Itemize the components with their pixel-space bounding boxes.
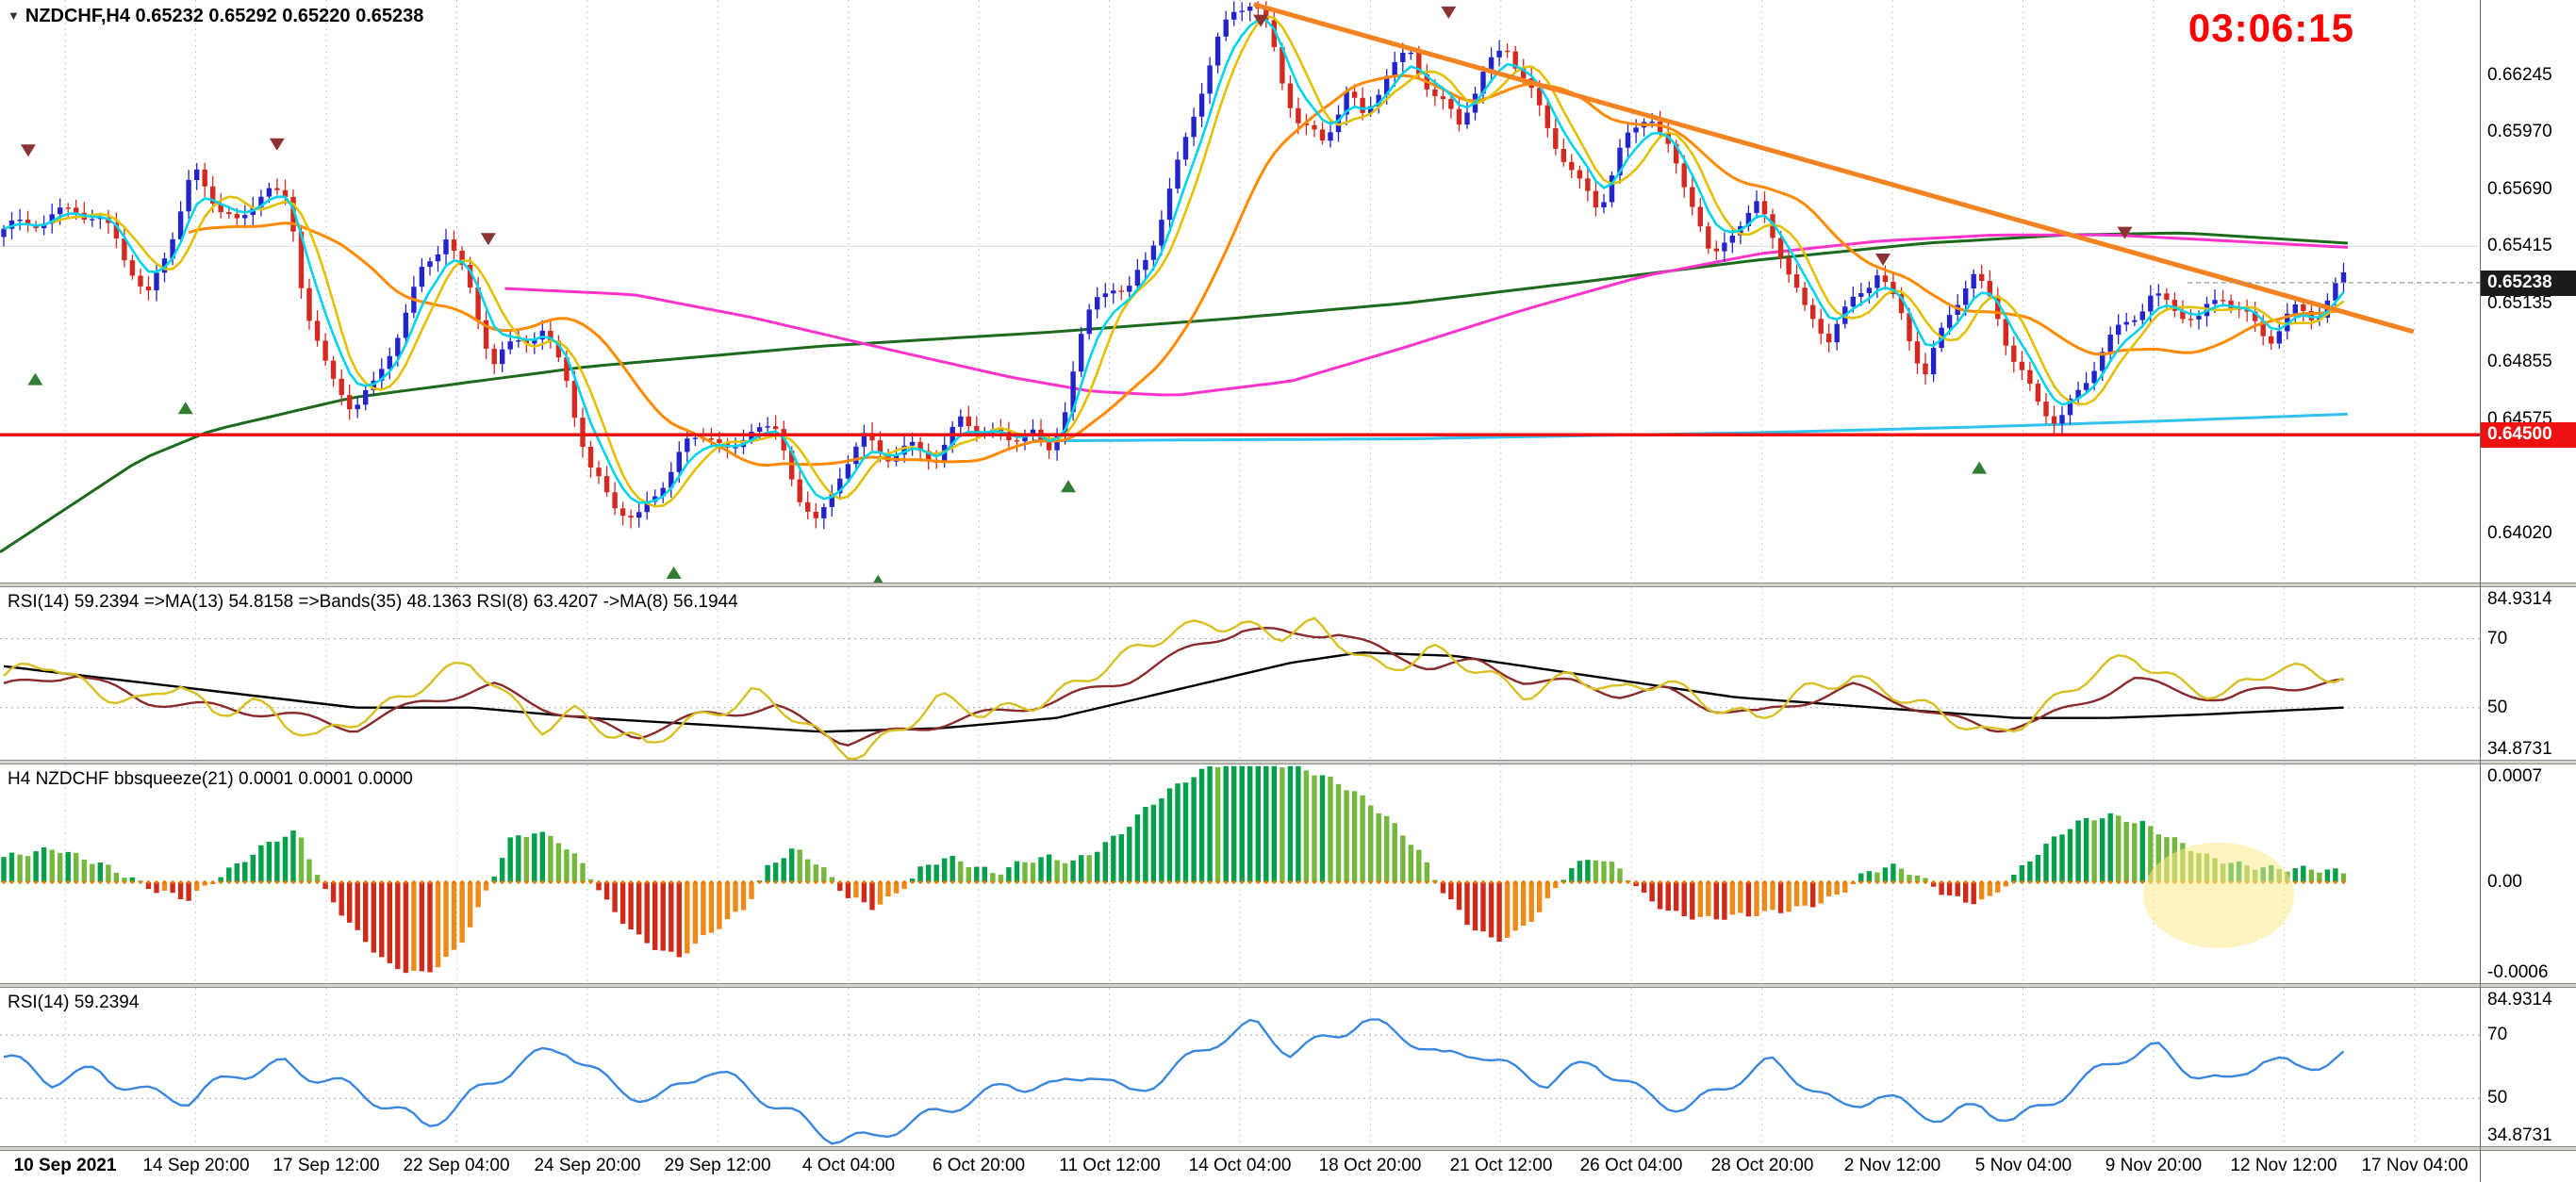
sell-arrow-icon <box>1875 254 1891 266</box>
panel-divider[interactable] <box>0 1146 2576 1151</box>
buy-arrow-icon <box>27 372 43 386</box>
axis-label: 50 <box>2487 1088 2508 1108</box>
time-axis-label: 14 Oct 04:00 <box>1188 1156 1292 1175</box>
bbsqueeze-indicator-label: H4 NZDCHF bbsqueeze(21) 0.0001 0.0001 0.… <box>8 769 413 789</box>
axis-label: 0.0007 <box>2487 766 2543 786</box>
rsi-panel[interactable]: RSI(14) 59.2394 <box>0 988 2576 1146</box>
axis-label: -0.0006 <box>2487 962 2549 982</box>
trade-signal-arrows <box>20 6 2133 583</box>
symbol-ohlc-text: NZDCHF,H4 0.65232 0.65292 0.65220 0.6523… <box>25 6 424 26</box>
axis-label: 0.65690 <box>2487 179 2552 199</box>
sell-arrow-icon <box>20 144 36 157</box>
time-axis-label: 24 Sep 20:00 <box>534 1156 641 1175</box>
sell-arrow-icon <box>480 233 496 246</box>
buy-arrow-icon <box>1972 461 1988 474</box>
rsi-multi-indicator-label: RSI(14) 59.2394 =>MA(13) 54.8158 =>Bands… <box>8 592 738 612</box>
time-axis-label: 22 Sep 04:00 <box>403 1156 510 1175</box>
bbsqueeze-panel[interactable]: H4 NZDCHF bbsqueeze(21) 0.0001 0.0001 0.… <box>0 764 2576 983</box>
axis-label: 84.9314 <box>2487 589 2552 609</box>
time-axis-label: 5 Nov 04:00 <box>1974 1156 2072 1175</box>
axis-label: 0.64855 <box>2487 352 2552 371</box>
time-axis-label: 26 Oct 04:00 <box>1579 1156 1683 1175</box>
time-axis-label: 12 Nov 12:00 <box>2230 1156 2337 1175</box>
rsi8-line <box>3 616 2345 760</box>
highlight-ellipse <box>2143 842 2294 948</box>
rsi-indicator-label: RSI(14) 59.2394 <box>8 993 140 1012</box>
axis-label: 0.64020 <box>2487 523 2552 543</box>
symbol-dropdown-icon[interactable]: ▼ <box>8 8 20 23</box>
hline-price-tag: 0.64500 <box>2481 422 2576 448</box>
axis-label: 0.65415 <box>2487 236 2552 255</box>
trendline-object[interactable] <box>1253 2 2415 335</box>
price-axis[interactable]: 0.66245 0.65970 0.65690 0.65415 0.65135 0.648… <box>2480 0 2576 1182</box>
current-price-tag: 0.65238 <box>2481 271 2576 296</box>
rsi-multi-chart[interactable] <box>0 587 2576 760</box>
moving-average-line <box>188 74 2344 468</box>
buy-arrow-icon <box>177 402 193 415</box>
sell-arrow-icon <box>1253 14 1269 27</box>
axis-label: 34.8731 <box>2487 739 2552 759</box>
rsi-multi-panel[interactable]: RSI(14) 59.2394 =>MA(13) 54.8158 =>Bands… <box>0 587 2576 760</box>
panel-divider[interactable] <box>0 760 2576 764</box>
time-axis-label: 17 Nov 04:00 <box>2361 1156 2469 1175</box>
buy-arrow-icon <box>666 566 682 579</box>
moving-average-line <box>3 18 2345 504</box>
time-axis-label: 9 Nov 20:00 <box>2105 1156 2203 1175</box>
time-axis-label: 2 Nov 12:00 <box>1843 1156 1941 1175</box>
candlestick-series <box>1 1 2347 530</box>
time-axis-label: 17 Sep 12:00 <box>272 1156 380 1175</box>
axis-label: 0.65135 <box>2487 293 2552 313</box>
time-axis-label: 10 Sep 2021 <box>13 1156 117 1175</box>
ma13-line <box>3 651 2344 733</box>
axis-label: 0.65970 <box>2487 122 2552 141</box>
sell-arrow-icon <box>1441 6 1457 19</box>
time-axis-label: 29 Sep 12:00 <box>664 1156 771 1175</box>
axis-label: 70 <box>2487 629 2508 648</box>
rsi14-line <box>3 626 2344 747</box>
rsi-chart[interactable] <box>0 988 2576 1146</box>
price-chart-panel[interactable]: ▼ NZDCHF,H4 0.65232 0.65292 0.65220 0.652… <box>0 0 2576 583</box>
session-clock: 03:06:15 <box>2188 6 2354 50</box>
moving-average-line <box>504 233 2349 397</box>
time-axis-label: 18 Oct 20:00 <box>1318 1156 1422 1175</box>
symbol-ohlc-label: ▼ NZDCHF,H4 0.65232 0.65292 0.65220 0.652… <box>8 6 423 27</box>
axis-label: 0.66245 <box>2487 65 2552 85</box>
rsi14-line <box>3 1018 2345 1145</box>
time-axis-label: 4 Oct 04:00 <box>801 1156 896 1175</box>
time-axis-label: 14 Sep 20:00 <box>142 1156 250 1175</box>
moving-average-line <box>0 231 2349 553</box>
axis-label: 70 <box>2487 1025 2508 1044</box>
axis-label: 50 <box>2487 698 2508 717</box>
buy-arrow-icon <box>873 574 883 583</box>
time-axis-label: 28 Oct 20:00 <box>1710 1156 1814 1175</box>
sell-arrow-icon <box>269 138 285 151</box>
time-axis-label: 11 Oct 12:00 <box>1059 1156 1161 1175</box>
axis-label: 0.00 <box>2487 872 2522 892</box>
moving-average-line <box>51 14 2345 508</box>
bbsqueeze-histogram[interactable] <box>0 764 2576 983</box>
moving-average-line <box>1032 412 2349 443</box>
panel-divider[interactable] <box>0 983 2576 988</box>
axis-label: 34.8731 <box>2487 1125 2552 1145</box>
axis-label: 84.9314 <box>2487 990 2552 1010</box>
buy-arrow-icon <box>1061 480 1076 493</box>
time-axis-label: 6 Oct 20:00 <box>932 1156 1026 1175</box>
time-axis-label: 21 Oct 12:00 <box>1449 1156 1553 1175</box>
candlestick-chart[interactable] <box>0 0 2576 583</box>
sell-arrow-icon <box>2117 226 2133 239</box>
time-axis[interactable]: 10 Sep 2021 14 Sep 20:00 17 Sep 12:00 22 Se… <box>0 1152 2576 1182</box>
panel-divider[interactable] <box>0 583 2576 587</box>
